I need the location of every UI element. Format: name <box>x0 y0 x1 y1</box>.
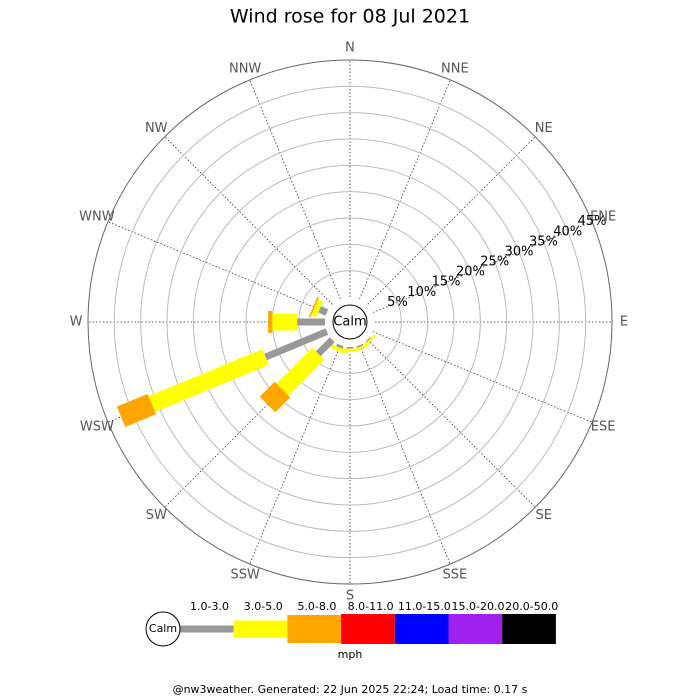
direction-label: SE <box>536 508 552 523</box>
grid-ring <box>219 191 481 453</box>
legend-calm-circle <box>145 611 181 647</box>
direction-label: NNE <box>441 61 469 76</box>
legend-swatch <box>341 614 395 644</box>
wind-bar <box>315 337 335 357</box>
wind-bar <box>352 343 370 353</box>
r-tick-label: 30% <box>505 244 534 259</box>
wind-bar <box>309 296 319 318</box>
wind-bar <box>336 343 344 349</box>
legend-label: 15.0-20.0 <box>452 600 505 613</box>
wind-bar <box>362 334 376 348</box>
spoke <box>249 344 341 565</box>
r-tick-label: 25% <box>480 255 509 270</box>
legend-swatch <box>502 614 556 644</box>
spoke <box>249 79 341 300</box>
wind-bar <box>318 306 329 316</box>
r-tick-label: 40% <box>553 224 582 239</box>
r-tick-label: 35% <box>529 234 558 249</box>
legend-label: 1.0-3.0 <box>190 600 229 613</box>
wind-bar <box>330 344 348 355</box>
wind-bar <box>148 349 269 412</box>
grid-ring <box>140 112 560 532</box>
legend-swatch <box>287 615 342 643</box>
footer: @nw3weather. Generated: 22 Jun 2025 22:2… <box>173 683 528 696</box>
direction-label: NE <box>535 121 553 136</box>
grid-ring <box>245 217 455 427</box>
spoke <box>359 344 451 565</box>
r-tick-label: 5% <box>387 295 408 310</box>
legend-swatch <box>233 620 288 638</box>
direction-label: E <box>620 315 628 330</box>
wind-bar <box>365 337 371 343</box>
r-tick-label: 45% <box>578 214 607 229</box>
r-tick-label: 10% <box>407 285 436 300</box>
r-tick-label: 15% <box>432 275 461 290</box>
direction-label: ENE <box>590 210 616 225</box>
direction-label: S <box>346 589 354 604</box>
legend-label: 5.0-8.0 <box>297 600 336 613</box>
spoke <box>367 136 536 305</box>
direction-label: NNW <box>229 61 261 76</box>
wind-bar <box>356 343 364 348</box>
legend-swatch <box>180 625 234 633</box>
direction-label: NW <box>145 121 168 136</box>
spoke <box>107 221 328 313</box>
spoke <box>164 136 333 305</box>
chart-title: Wind rose for 08 Jul 2021 <box>230 6 470 28</box>
wind-bar <box>311 299 323 318</box>
legend-swatch <box>394 614 449 644</box>
r-tick-label: 20% <box>456 265 485 280</box>
direction-label: SSE <box>442 568 467 583</box>
direction-label: N <box>345 41 355 56</box>
calm-circle <box>332 304 368 340</box>
unit-label: mph <box>338 648 363 661</box>
legend-label: 8.0-11.0 <box>348 600 394 613</box>
direction-label: WSW <box>80 419 114 434</box>
legend-calm-label: Calm <box>149 622 177 635</box>
wind-bar <box>276 347 325 396</box>
grid-ring <box>192 164 508 480</box>
grid-ring <box>113 85 587 559</box>
direction-label: WNW <box>79 210 115 225</box>
grid-ring <box>166 138 534 506</box>
direction-label: SSW <box>230 568 260 583</box>
direction-label: SW <box>146 508 167 523</box>
wind-bar <box>116 393 156 427</box>
legend-swatch <box>448 614 503 644</box>
legend-label: 20.0-50.0 <box>505 600 558 613</box>
direction-label: W <box>70 315 83 330</box>
calm-label: Calm <box>333 315 366 330</box>
spoke <box>367 339 536 508</box>
spoke <box>372 331 593 423</box>
grid-ring <box>87 59 613 585</box>
spoke <box>359 79 451 300</box>
direction-label: ESE <box>591 419 616 434</box>
spoke <box>372 221 593 313</box>
legend-label: 3.0-5.0 <box>244 600 283 613</box>
wind-bar <box>259 381 291 413</box>
wind-bar <box>264 328 329 361</box>
legend-label: 11.0-15.0 <box>398 600 451 613</box>
